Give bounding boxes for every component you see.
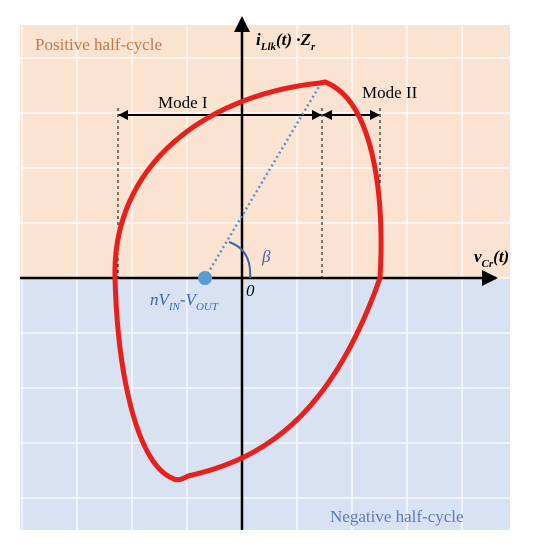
- center-label-part: nV: [150, 290, 172, 309]
- center-point: [198, 271, 212, 285]
- trajectory: [112, 79, 384, 483]
- y-label-part: (t) ·Z: [276, 30, 311, 49]
- center-label: nVIN-VOUT: [150, 290, 219, 313]
- angle-arc: [228, 241, 252, 279]
- angle-label: β: [261, 247, 271, 266]
- negative-label: Negative half-cycle: [330, 507, 464, 526]
- y-label-part: Llk: [260, 41, 277, 53]
- y-label-part: r: [311, 41, 316, 53]
- center-label-part: -V: [180, 290, 199, 309]
- mode-2-label: Mode II: [362, 83, 418, 102]
- mode-1-label: Mode I: [158, 93, 208, 112]
- origin-label: 0: [246, 281, 255, 300]
- center-label-part: OUT: [196, 301, 219, 313]
- x-axis-label: vCr(t): [474, 247, 509, 270]
- positive-region: [20, 25, 510, 278]
- x-label-part: v: [474, 247, 482, 266]
- y-label-part: i: [256, 30, 261, 49]
- x-label-part: Cr: [482, 258, 494, 270]
- positive-label: Positive half-cycle: [35, 35, 162, 54]
- negative-region: [20, 278, 510, 530]
- x-label-part: (t): [493, 247, 509, 266]
- center-label-part: IN: [168, 301, 181, 313]
- y-axis-label: iLlk(t) ·Zr: [256, 30, 316, 53]
